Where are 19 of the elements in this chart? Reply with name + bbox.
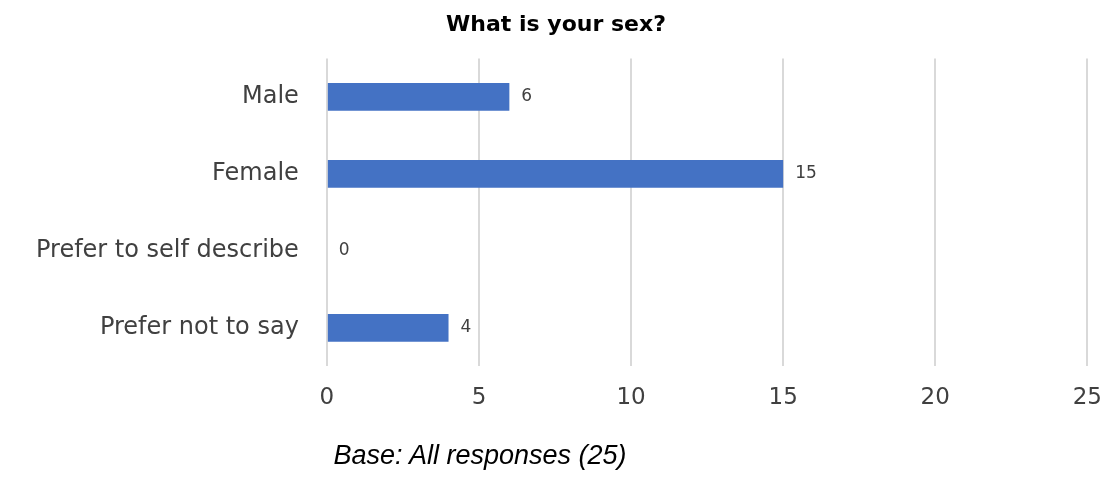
y-tick-label: Prefer not to say — [99, 312, 299, 341]
data-label: 6 — [521, 85, 533, 106]
text: Base: All responses (25) — [332, 440, 628, 471]
data-label: 4 — [460, 316, 472, 337]
chart-title: What is your sex? — [446, 10, 666, 36]
bar — [327, 314, 449, 342]
y-tick-label: Prefer to self describe — [36, 235, 299, 264]
data-label: 15 — [795, 162, 817, 183]
y-tick-label: Male — [241, 81, 299, 110]
x-tick-label: 0 — [319, 383, 335, 410]
x-tick-label: 20 — [920, 383, 950, 410]
x-tick-label: 25 — [1072, 383, 1103, 410]
bar — [327, 83, 510, 111]
x-tick-label: 15 — [768, 383, 798, 410]
data-label: 0 — [338, 239, 350, 260]
bar — [327, 160, 784, 188]
y-tick-label: Female — [212, 158, 299, 187]
x-tick-label: 10 — [616, 383, 646, 410]
x-tick-label: 5 — [471, 383, 487, 410]
